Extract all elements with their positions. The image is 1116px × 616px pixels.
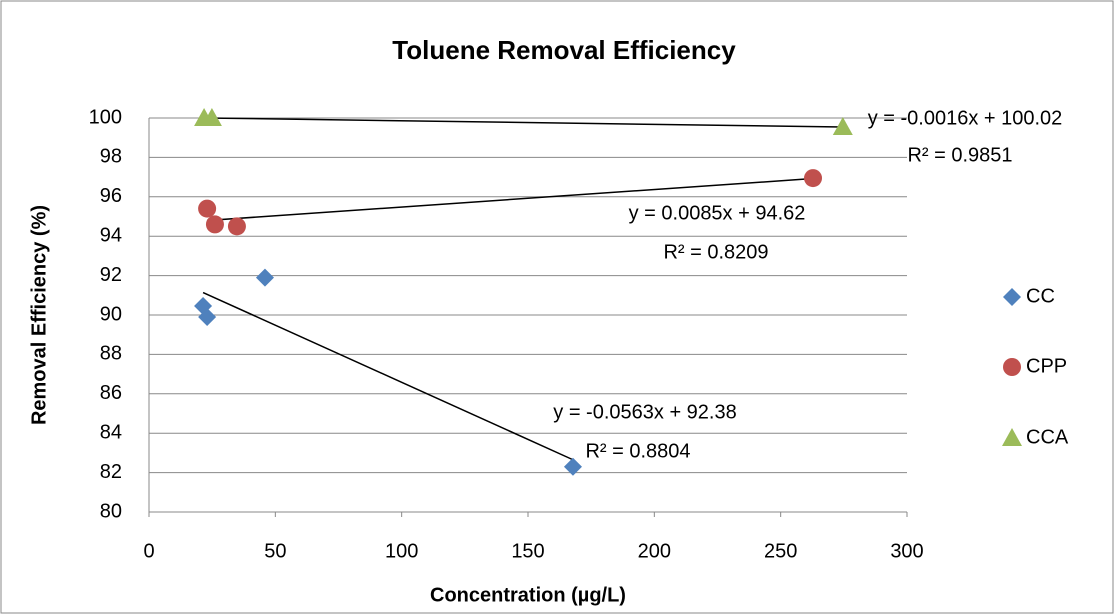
y-tick-label: 90 xyxy=(100,303,122,325)
point xyxy=(205,215,224,234)
trendline-equation: R² = 0.9851 xyxy=(907,144,1012,166)
y-tick-label: 96 xyxy=(100,185,122,207)
trendline xyxy=(204,117,843,128)
x-tick-label: 0 xyxy=(143,540,154,562)
point xyxy=(255,268,274,287)
legend-label: CCA xyxy=(1026,426,1069,448)
y-tick-label: 94 xyxy=(100,224,122,246)
trendline-equation: y = 0.0085x + 94.62 xyxy=(629,202,806,224)
y-tick-label: 80 xyxy=(100,500,122,522)
legend-marker xyxy=(1002,428,1022,446)
point xyxy=(227,217,246,236)
x-tick-label: 50 xyxy=(264,540,286,562)
y-tick-label: 88 xyxy=(100,343,122,365)
y-tick-label: 82 xyxy=(100,461,122,483)
x-tick-label: 200 xyxy=(638,540,671,562)
y-tick-label: 100 xyxy=(89,106,122,128)
point xyxy=(832,117,853,136)
x-tick-label: 300 xyxy=(890,540,923,562)
legend-marker xyxy=(1003,358,1021,376)
chart-title: Toluene Removal Efficiency xyxy=(392,35,736,65)
x-tick-label: 150 xyxy=(511,540,544,562)
y-tick-label: 84 xyxy=(100,421,122,443)
y-tick-label: 86 xyxy=(100,382,122,404)
trendline-equation: R² = 0.8209 xyxy=(663,241,768,263)
trendline-equation: y = -0.0563x + 92.38 xyxy=(553,401,736,423)
y-tick-label: 92 xyxy=(100,264,122,286)
x-axis-label: Concentration (µg/L) xyxy=(430,584,626,606)
x-tick-label: 100 xyxy=(385,540,418,562)
point xyxy=(198,199,217,218)
legend-marker xyxy=(1003,288,1021,306)
point xyxy=(201,108,222,126)
point xyxy=(563,457,582,476)
point xyxy=(804,169,823,188)
trendline-equation: y = -0.0016x + 100.02 xyxy=(868,107,1063,129)
y-axis-label: Removal Efficiency (%) xyxy=(28,205,50,425)
legend-label: CC xyxy=(1026,285,1055,307)
y-tick-label: 98 xyxy=(100,146,122,168)
point xyxy=(198,307,217,326)
trendline-equation: R² = 0.8804 xyxy=(585,440,690,462)
x-tick-label: 250 xyxy=(764,540,797,562)
trendline xyxy=(202,291,574,461)
trendline xyxy=(207,177,814,222)
legend-label: CPP xyxy=(1026,355,1067,377)
